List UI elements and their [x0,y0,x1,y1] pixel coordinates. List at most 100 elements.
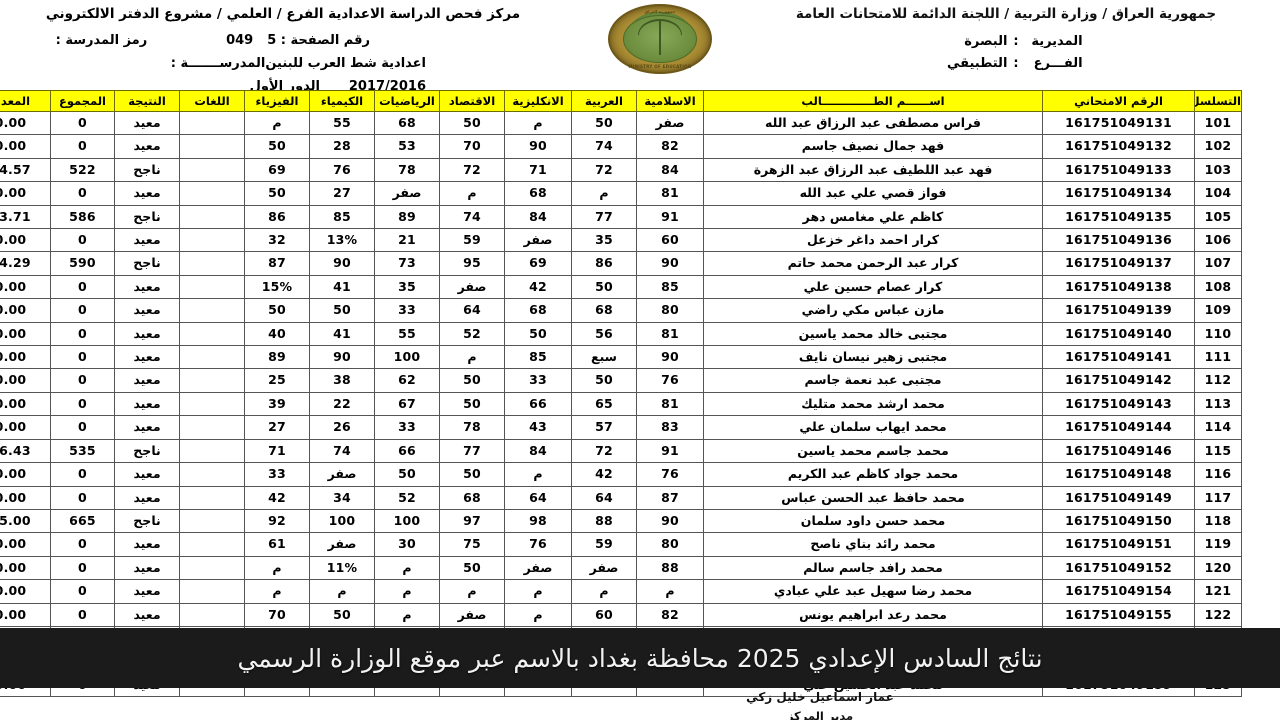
cell-chemistry-grade: 50 [309,602,375,627]
cell-chemistry-grade: 41 [309,321,375,347]
cell-student-name: مجتبى زهير نيسان نايف [703,345,1043,370]
cell-exam-number: 161751049146 [1042,438,1195,464]
cell-average-score: 0.00 [0,228,51,253]
cell-physics-grade: 42 [244,485,310,510]
cell-math-grade: 62 [374,368,440,393]
cell-physics-grade: 61 [244,532,310,557]
cell-total-score: 0 [50,555,115,581]
cell-islamic-grade: 90 [636,345,704,370]
table-row: 115 161751049146 محمد جاسم محمد ياسين 91 72 8… [0,438,1242,464]
cell-sequence: 113 [1194,391,1242,417]
cell-math-grade: 21 [374,228,440,253]
cell-arabic-grade: 50 [571,274,637,300]
branch-value: التطبيقي [946,56,1008,72]
branch-row: الفـــرع : التطبيقي [760,53,1252,75]
cell-economy-grade: 50 [439,462,505,487]
palm-trunk-icon [659,20,661,55]
col-header-languages: اللغات [179,90,245,112]
col-header-sequence: التسلسل [1194,90,1242,112]
school-code-label: رمز المدرسة : [55,33,148,48]
document-header: جمهورية العراق / وزارة التربية / اللجنة … [0,0,1280,94]
table-row: 109 161751049139 مازن عباس مكي راضي 80 68 68 6… [0,298,1242,323]
cell-result-status: معيد [114,181,180,206]
cell-english-grade: 66 [504,391,572,417]
cell-economy-grade: 75 [439,532,505,557]
col-header-result: النتيجة [114,90,180,112]
cell-student-name: محمد ايهاب سلمان علي [703,415,1043,440]
cell-math-grade: 35 [374,274,440,300]
cell-languages-grade [179,485,245,510]
center-title: مركز فحص الدراسة الاعدادية الفرع / العلم… [45,6,521,22]
cell-result-status: معيد [114,110,180,136]
cell-math-grade: 55 [374,321,440,347]
cell-result-status: معيد [114,555,180,581]
cell-economy-grade: صفر [439,602,505,627]
cell-islamic-grade: 91 [636,438,704,464]
cell-economy-grade: 59 [439,228,505,253]
cell-sequence: 101 [1194,110,1242,136]
cell-exam-number: 161751049151 [1042,532,1195,557]
cell-islamic-grade: م [636,579,704,604]
cell-islamic-grade: 90 [636,508,704,534]
cell-exam-number: 161751049154 [1042,579,1195,604]
cell-physics-grade: 87 [244,251,310,276]
cell-math-grade: 67 [374,391,440,417]
table-row: 120 161751049152 محمد رافد جاسم سالم 88 صفر ص… [0,555,1242,581]
cell-sequence: 108 [1194,274,1242,300]
cell-result-status: معيد [114,391,180,417]
cell-student-name: محمد حسن داود سلمان [703,508,1043,534]
cell-physics-grade: 50 [244,181,310,206]
cell-result-status: معيد [114,462,180,487]
cell-sequence: 111 [1194,345,1242,370]
cell-student-name: مجتبى عبد نعمة جاسم [703,368,1043,393]
session-row: 2017/2016 الدور الأول [16,76,550,99]
cell-result-status: ناجح [114,204,180,230]
cell-economy-grade: 50 [439,555,505,581]
cell-exam-number: 161751049131 [1042,110,1195,136]
cell-economy-grade: 97 [439,508,505,534]
cell-languages-grade [179,579,245,604]
table-row: 110 161751049140 مجتبى خالد محمد ياسين 81 56… [0,321,1242,347]
ministry-title: جمهورية العراق / وزارة التربية / اللجنة … [795,6,1217,22]
cell-arabic-grade: 35 [571,228,637,253]
cell-average-score: 0.00 [0,391,51,417]
cell-english-grade: 68 [504,298,572,323]
page-label: رقم الصفحة : [280,33,370,48]
cell-economy-grade: 50 [439,110,505,136]
cell-sequence: 115 [1194,438,1242,464]
cell-total-score: 0 [50,228,115,253]
cell-languages-grade [179,602,245,627]
cell-student-name: كرار عبد الرحمن محمد حاتم [703,251,1043,276]
branch-label: الفـــرع [1033,56,1083,72]
cell-islamic-grade: 60 [636,228,704,253]
cell-student-name: فراس مصطفى عبد الرزاق عبد الله [703,110,1043,136]
cell-sequence: 121 [1194,579,1242,604]
cell-exam-number: 161751049142 [1042,368,1195,393]
cell-sequence: 105 [1194,204,1242,230]
cell-exam-number: 161751049135 [1042,204,1195,230]
overlay-headline: نتائج السادس الإعدادي 2025 محافظة بغداد … [237,643,1043,673]
cell-physics-grade: 89 [244,345,310,370]
cell-arabic-grade: سبع [571,345,637,370]
col-header-average: المعدل [0,90,51,112]
school-code-row: رقم الصفحة : 5 049 رمز المدرسة : [16,30,550,53]
cell-student-name: كرار عصام حسين علي [703,274,1043,300]
cell-arabic-grade: 50 [571,368,637,393]
cell-result-status: معيد [114,415,180,440]
cell-total-score: 586 [50,204,115,230]
cell-islamic-grade: 90 [636,251,704,276]
cell-total-score: 0 [50,415,115,440]
cell-languages-grade [179,368,245,393]
cell-sequence: 119 [1194,532,1242,557]
cell-sequence: 118 [1194,508,1242,534]
cell-average-score: 0.00 [0,532,51,557]
cell-total-score: 0 [50,134,115,159]
colon-1: : [1013,34,1019,49]
cell-arabic-grade: م [571,181,637,206]
cell-exam-number: 161751049134 [1042,181,1195,206]
table-row: 103 161751049133 فهد عبد اللطيف عبد الرزاق… [0,157,1242,183]
cell-exam-number: 161751049143 [1042,391,1195,417]
cell-languages-grade [179,391,245,417]
cell-total-score: 0 [50,181,115,206]
cell-chemistry-grade: 27 [309,181,375,206]
